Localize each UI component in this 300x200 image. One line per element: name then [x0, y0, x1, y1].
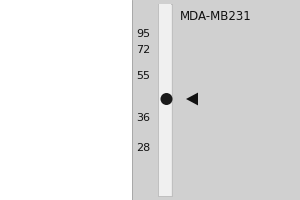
Ellipse shape — [160, 93, 172, 105]
Polygon shape — [186, 93, 198, 105]
Bar — [159, 4, 171, 196]
Text: 55: 55 — [136, 71, 150, 81]
Bar — [0, 0, 132, 200]
Text: 95: 95 — [136, 29, 150, 39]
Text: 72: 72 — [136, 45, 150, 55]
Text: 28: 28 — [136, 143, 150, 153]
Text: MDA-MB231: MDA-MB231 — [180, 10, 252, 23]
Text: 36: 36 — [136, 113, 150, 123]
Bar — [132, 0, 300, 200]
Bar — [158, 4, 172, 196]
